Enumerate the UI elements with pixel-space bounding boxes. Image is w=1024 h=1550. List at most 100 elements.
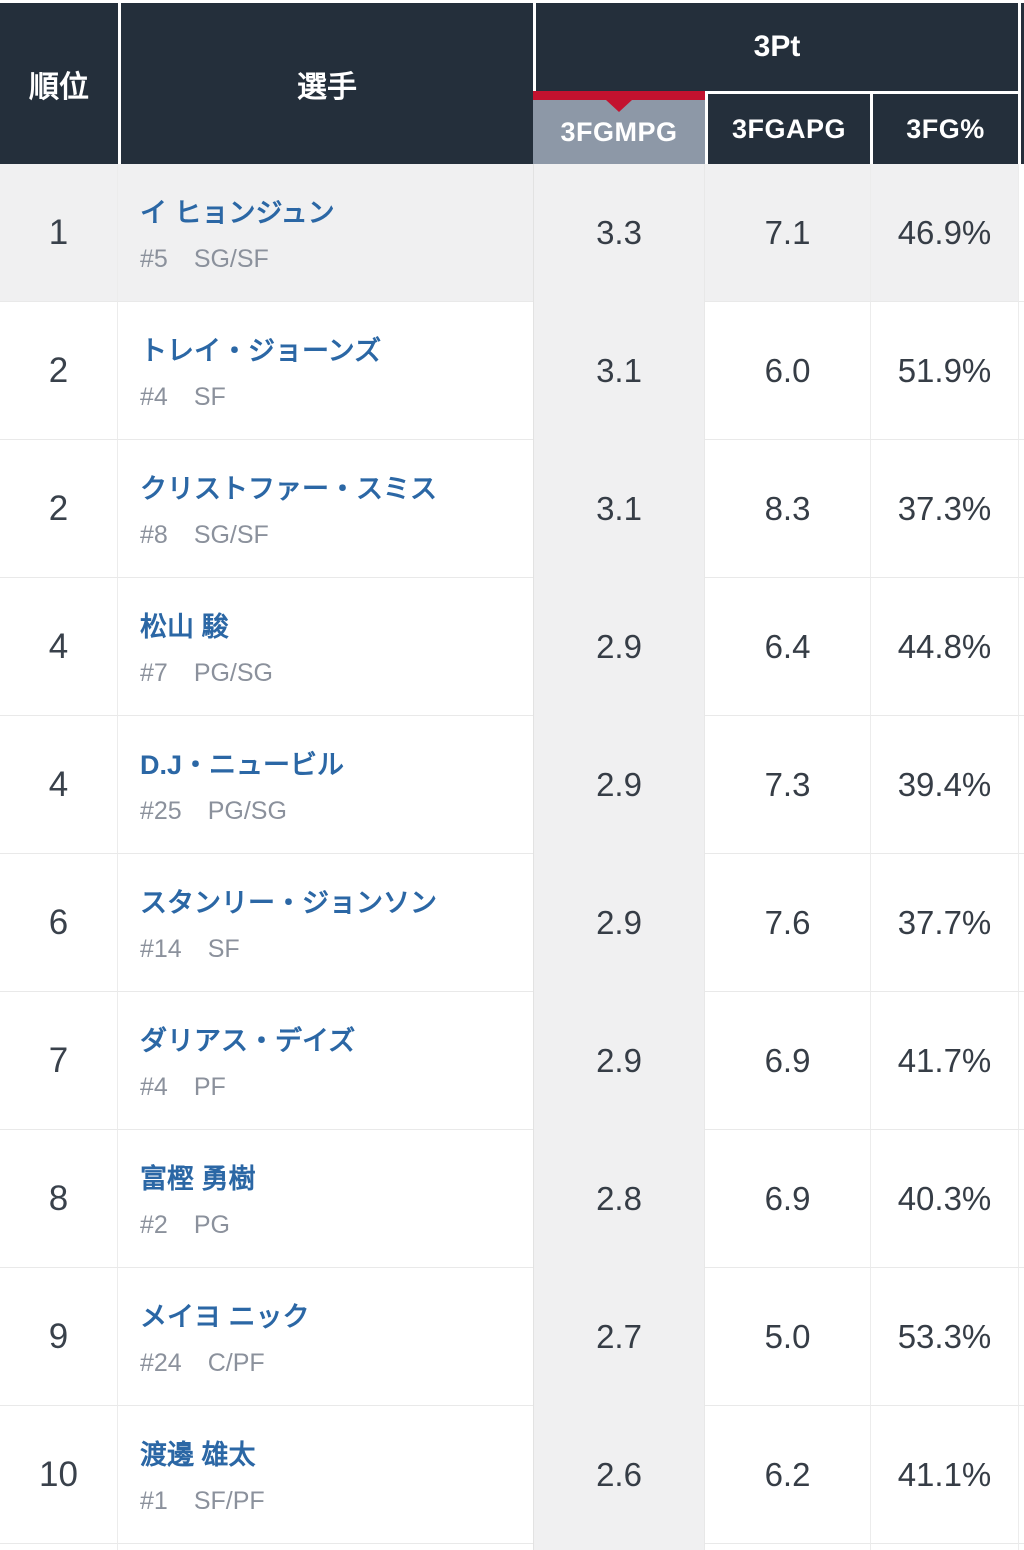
stat-3fgpct: 39.4% <box>870 716 1018 854</box>
table-row: 2 クリストファー・スミス #8 SG/SF 3.1 8.3 37.3% <box>0 440 1024 578</box>
sort-indicator-icon <box>606 100 632 112</box>
stat-3fgapg <box>705 1544 870 1550</box>
stat-3fgmpg: 2.6 <box>533 1406 705 1544</box>
column-group-header-3pt: 3Pt <box>533 3 1018 91</box>
player-number: #2 <box>140 1211 168 1239</box>
column-header-3fgpct[interactable]: 3FG% <box>870 91 1018 164</box>
table-row: 4 松山 駿 #7 PG/SG 2.9 6.4 44.8% <box>0 578 1024 716</box>
rank-cell: 9 <box>0 1268 118 1406</box>
next-column-stub <box>1018 1406 1024 1544</box>
table-row: 2 トレイ・ジョーンズ #4 SF 3.1 6.0 51.9% <box>0 302 1024 440</box>
player-cell: ダリアス・デイズ #4 PF <box>118 992 533 1130</box>
table-row: 1 イ ヒョンジュン #5 SG/SF 3.3 7.1 46.9% <box>0 164 1024 302</box>
player-number: #4 <box>140 383 168 411</box>
player-link[interactable]: イ ヒョンジュン <box>140 198 335 228</box>
player-sub: #24 C/PF <box>140 1349 265 1378</box>
table-row: 10 渡邊 雄太 #1 SF/PF 2.6 6.2 41.1% <box>0 1406 1024 1544</box>
stat-3fgpct: 41.1% <box>870 1406 1018 1544</box>
rank-cell: 8 <box>0 1130 118 1268</box>
player-sub: #25 PG/SG <box>140 797 287 826</box>
player-sub: #8 SG/SF <box>140 521 269 550</box>
player-cell: メイヨ ニック #24 C/PF <box>118 1268 533 1406</box>
player-sub: #5 SG/SF <box>140 245 269 274</box>
next-column-stub <box>1018 440 1024 578</box>
player-link[interactable]: 松山 駿 <box>140 612 229 642</box>
rank-cell: 7 <box>0 992 118 1130</box>
stat-3fgpct: 46.9% <box>870 164 1018 302</box>
player-sub: #7 PG/SG <box>140 659 273 688</box>
stat-3fgpct <box>870 1544 1018 1550</box>
player-cell: 渡邊 雄太 #1 SF/PF <box>118 1406 533 1544</box>
player-sub: #1 SF/PF <box>140 1487 265 1516</box>
top-strip <box>0 0 1024 3</box>
table-row-partial <box>0 1544 1024 1550</box>
stat-3fgmpg <box>533 1544 705 1550</box>
player-position: SG/SF <box>193 521 269 549</box>
player-position: SF <box>207 935 240 963</box>
next-column-stub <box>1018 1544 1024 1550</box>
player-position: PF <box>193 1073 226 1101</box>
player-link[interactable]: スタンリー・ジョンソン <box>140 888 437 918</box>
player-link[interactable]: トレイ・ジョーンズ <box>140 336 382 366</box>
column-header-3fgmpg-sorted[interactable]: 3FGMPG <box>533 91 705 164</box>
player-link[interactable]: 渡邊 雄太 <box>140 1440 256 1470</box>
stat-3fgmpg: 2.9 <box>533 854 705 992</box>
player-number: #5 <box>140 245 168 273</box>
stat-3fgapg: 7.6 <box>705 854 870 992</box>
player-position: C/PF <box>207 1349 265 1377</box>
stat-3fgapg: 6.9 <box>705 1130 870 1268</box>
stat-3fgmpg: 2.7 <box>533 1268 705 1406</box>
player-cell: スタンリー・ジョンソン #14 SF <box>118 854 533 992</box>
player-cell: D.J・ニュービル #25 PG/SG <box>118 716 533 854</box>
stat-3fgapg: 6.4 <box>705 578 870 716</box>
player-sub: #4 SF <box>140 383 226 412</box>
player-number: #8 <box>140 521 168 549</box>
player-link[interactable]: 富樫 勇樹 <box>140 1164 256 1194</box>
player-sub: #2 PG <box>140 1211 230 1240</box>
player-position: PG/SG <box>193 659 273 687</box>
table-row: 9 メイヨ ニック #24 C/PF 2.7 5.0 53.3% <box>0 1268 1024 1406</box>
player-number: #14 <box>140 935 182 963</box>
player-link[interactable]: クリストファー・スミス <box>140 474 437 504</box>
column-header-3fgmpg-label: 3FGMPG <box>560 116 678 147</box>
column-header-rank: 順位 <box>0 3 118 164</box>
table-row: 4 D.J・ニュービル #25 PG/SG 2.9 7.3 39.4% <box>0 716 1024 854</box>
stat-3fgmpg: 3.3 <box>533 164 705 302</box>
player-link[interactable]: メイヨ ニック <box>140 1302 310 1332</box>
rank-cell: 1 <box>0 164 118 302</box>
next-column-stub <box>1018 1130 1024 1268</box>
column-header-3fgapg[interactable]: 3FGAPG <box>705 91 870 164</box>
player-number: #1 <box>140 1487 168 1515</box>
player-position: SG/SF <box>193 245 269 273</box>
player-position: SF <box>193 383 226 411</box>
player-number: #4 <box>140 1073 168 1101</box>
stat-3fgmpg: 2.9 <box>533 578 705 716</box>
next-column-stub <box>1018 164 1024 302</box>
player-position: PG <box>193 1211 230 1239</box>
next-column-stub <box>1018 854 1024 992</box>
rank-cell: 6 <box>0 854 118 992</box>
stat-3fgpct: 44.8% <box>870 578 1018 716</box>
player-link[interactable]: D.J・ニュービル <box>140 750 345 780</box>
player-cell: 松山 駿 #7 PG/SG <box>118 578 533 716</box>
player-position: SF/PF <box>193 1487 265 1515</box>
stat-3fgapg: 6.2 <box>705 1406 870 1544</box>
player-link[interactable]: ダリアス・デイズ <box>140 1026 356 1056</box>
rank-cell: 10 <box>0 1406 118 1544</box>
table-row: 8 富樫 勇樹 #2 PG 2.8 6.9 40.3% <box>0 1130 1024 1268</box>
stat-3fgapg: 5.0 <box>705 1268 870 1406</box>
player-cell: クリストファー・スミス #8 SG/SF <box>118 440 533 578</box>
stat-3fgmpg: 2.8 <box>533 1130 705 1268</box>
stat-3fgpct: 41.7% <box>870 992 1018 1130</box>
player-cell <box>118 1544 533 1550</box>
rank-cell: 4 <box>0 578 118 716</box>
column-header-player: 選手 <box>118 3 533 164</box>
player-cell: 富樫 勇樹 #2 PG <box>118 1130 533 1268</box>
player-cell: トレイ・ジョーンズ #4 SF <box>118 302 533 440</box>
rank-cell <box>0 1544 118 1550</box>
stat-3fgpct: 40.3% <box>870 1130 1018 1268</box>
stat-3fgapg: 7.1 <box>705 164 870 302</box>
player-sub: #4 PF <box>140 1073 226 1102</box>
stat-3fgmpg: 2.9 <box>533 716 705 854</box>
